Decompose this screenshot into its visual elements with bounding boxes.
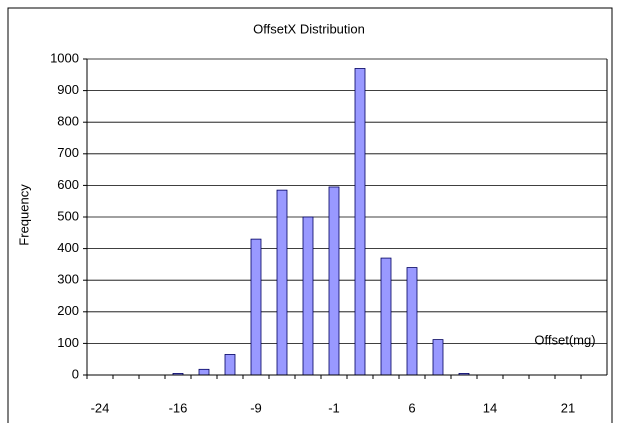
bar [302, 216, 314, 376]
y-tick-label: 600 [57, 177, 79, 192]
bar [406, 267, 418, 376]
x-tick-label: -1 [328, 400, 340, 415]
x-tick-label: -24 [91, 400, 110, 415]
bar [250, 238, 262, 376]
bar [354, 68, 366, 376]
x-tick-label: -9 [250, 400, 262, 415]
x-axis-label: Offset(mg) [534, 332, 595, 347]
y-tick-label: 400 [57, 240, 79, 255]
y-tick-label: 0 [72, 366, 79, 381]
chart-border [7, 7, 613, 423]
y-tick-label: 200 [57, 303, 79, 318]
bar [224, 354, 236, 376]
y-tick-label: 300 [57, 272, 79, 287]
bar [276, 189, 288, 376]
y-tick-label: 700 [57, 145, 79, 160]
y-tick-label: 500 [57, 208, 79, 223]
bar [432, 339, 444, 376]
bar [328, 186, 340, 376]
x-tick-label: 6 [408, 400, 415, 415]
bar [198, 368, 210, 376]
y-tick-label: 100 [57, 335, 79, 350]
y-tick-label: 900 [57, 82, 79, 97]
x-tick-label: 14 [483, 400, 497, 415]
y-tick-label: 800 [57, 114, 79, 129]
y-axis-label: Frequency [16, 184, 31, 246]
x-tick-label: 21 [561, 400, 575, 415]
chart-title: OffsetX Distribution [253, 21, 365, 36]
bar [380, 257, 392, 376]
x-tick-label: -16 [169, 400, 188, 415]
y-tick-label: 1000 [50, 50, 79, 65]
